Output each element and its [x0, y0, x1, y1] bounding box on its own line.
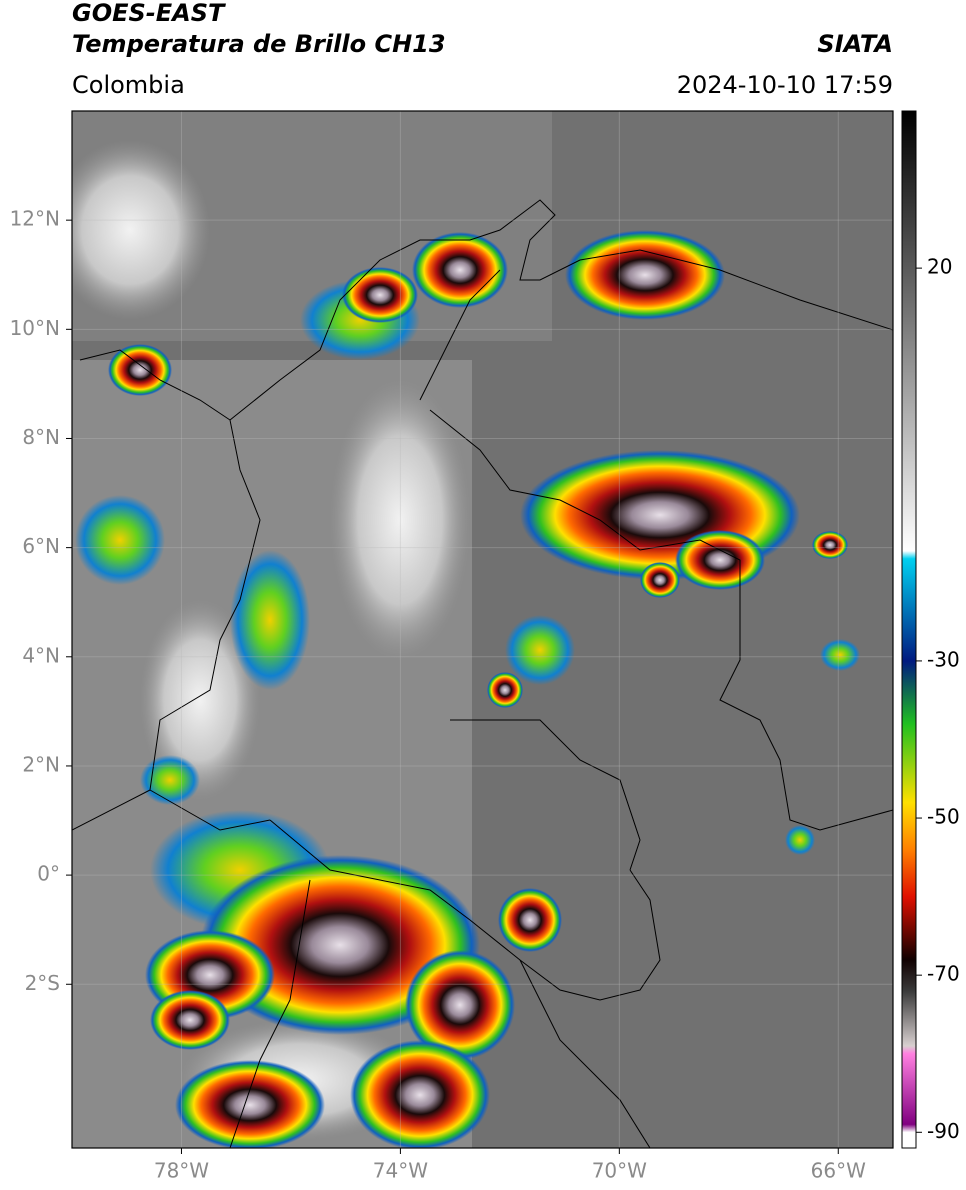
- border-line: [72, 349, 261, 831]
- cloud-feature: [812, 531, 848, 559]
- cloud-feature: [140, 755, 200, 805]
- cloud-feature: [785, 825, 815, 855]
- y-tick-label: 4°N: [22, 643, 60, 667]
- cloud-feature: [150, 990, 230, 1050]
- cloud-feature: [640, 562, 680, 598]
- region: Colombia: [72, 71, 185, 99]
- map-frame: [71, 110, 894, 1149]
- x-tick-label: 74°W: [373, 1159, 428, 1183]
- source: SIATA: [817, 30, 893, 58]
- y-tick-label: 8°N: [22, 425, 60, 449]
- subtitle: Temperatura de Brillo CH13: [72, 30, 446, 58]
- cloud-feature: [498, 888, 562, 952]
- cloud-feature: [230, 550, 310, 690]
- cloud-feature: [675, 530, 765, 590]
- colorbar-tick-label: -90: [927, 1119, 960, 1143]
- border-line: [419, 269, 501, 401]
- x-tick-label: 78°W: [154, 1159, 209, 1183]
- colorbar: [902, 111, 916, 1148]
- border-line: [149, 789, 271, 831]
- cloud-feature: [72, 140, 210, 320]
- cloud-feature: [350, 1040, 490, 1148]
- colorbar-tick-label: -30: [927, 647, 960, 671]
- border-line: [450, 719, 641, 871]
- y-tick-label: 0°: [37, 862, 60, 886]
- y-tick-label: 10°N: [10, 316, 60, 340]
- timestamp: 2024-10-10 17:59: [677, 71, 893, 99]
- cloud-feature: [108, 344, 172, 396]
- colorbar-tick-label: -50: [927, 805, 960, 829]
- colorbar-frame: [901, 110, 917, 1149]
- cloud-feature: [505, 615, 575, 685]
- y-tick-label: 2°N: [22, 752, 60, 776]
- border-line: [229, 199, 893, 421]
- x-tick-label: 66°W: [811, 1159, 866, 1183]
- y-tick-label: 2°S: [25, 971, 60, 995]
- cloud-feature: [342, 267, 418, 323]
- cloud-feature: [405, 950, 515, 1060]
- map-area: [72, 111, 893, 1148]
- cloud-feature: [140, 600, 260, 800]
- x-tick-label: 70°W: [592, 1159, 647, 1183]
- cloud-feature: [175, 1060, 325, 1148]
- y-tick-label: 12°N: [10, 207, 60, 231]
- border-line: [519, 959, 651, 1148]
- colorbar-tick-label: -70: [927, 962, 960, 986]
- cloud-feature: [330, 380, 470, 660]
- title: GOES-EAST: [72, 0, 226, 27]
- cloud-feature: [412, 232, 508, 308]
- border-line: [269, 819, 661, 1001]
- y-tick-label: 6°N: [22, 534, 60, 558]
- cloud-feature: [820, 639, 860, 671]
- colorbar-tick-label: 20: [927, 255, 952, 279]
- cloud-feature: [565, 230, 725, 320]
- border-line: [229, 879, 311, 1148]
- cloud-feature: [487, 672, 523, 708]
- cloud-feature: [75, 495, 165, 585]
- border-line: [429, 409, 893, 831]
